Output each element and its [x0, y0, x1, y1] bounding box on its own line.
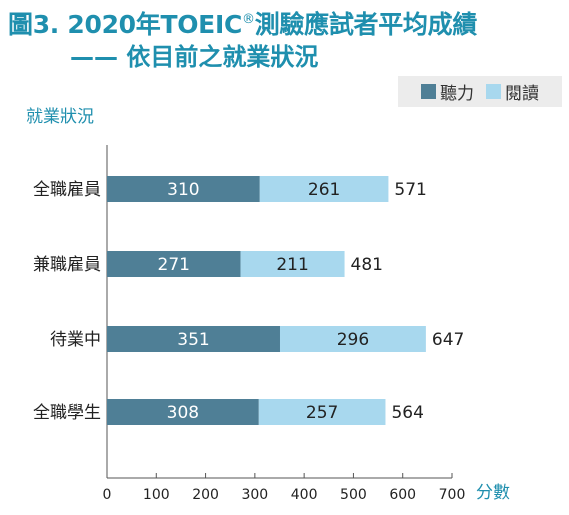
title-block: 圖3. 2020年TOEIC®測驗應試者平均成績 —— 依目前之就業狀況: [8, 4, 563, 73]
title-main: 圖3. 2020年TOEIC: [8, 10, 243, 39]
legend-swatch-reading: [486, 84, 501, 99]
chart-title: 圖3. 2020年TOEIC®測驗應試者平均成績: [8, 4, 563, 41]
bar-value-label: 211: [276, 255, 308, 275]
x-tick-label: 700: [439, 487, 466, 503]
legend-item-reading: 閱讀: [486, 79, 539, 104]
bar-segment: [107, 326, 280, 352]
bar-segment: [240, 251, 345, 277]
legend-swatch-listening: [421, 84, 436, 99]
x-tick-label: 200: [192, 487, 219, 503]
x-tick-label: 500: [340, 487, 367, 503]
bar-value-label: 296: [337, 330, 369, 350]
bar-total-label: 571: [394, 180, 426, 200]
category-label: 全職學生: [33, 403, 101, 423]
bar-segment: [107, 251, 241, 277]
title-rest: 測驗應試者平均成績: [254, 10, 478, 39]
bar-segment: [107, 399, 259, 425]
bar-value-label: 308: [167, 403, 199, 423]
bar-total-label: 564: [391, 403, 423, 423]
x-tick-label: 600: [389, 487, 416, 503]
bar-segment: [279, 326, 426, 352]
legend-label-reading: 閱讀: [505, 84, 539, 104]
chart-subtitle: —— 依目前之就業狀況: [70, 43, 319, 71]
bar-value-label: 310: [167, 180, 199, 200]
bar-segment: [258, 399, 386, 425]
legend-item-listening: 聽力: [421, 79, 474, 104]
x-tick-label: 0: [103, 487, 112, 503]
category-label: 待業中: [50, 330, 101, 350]
bar-value-label: 271: [158, 255, 190, 275]
bar-segment: [107, 176, 260, 202]
bar-total-label: 481: [351, 255, 383, 275]
bar-value-label: 261: [308, 180, 340, 200]
y-axis-title: 就業狀況: [26, 107, 94, 127]
bar-value-label: 257: [306, 403, 338, 423]
bar-value-label: 351: [177, 330, 209, 350]
x-tick-label: 400: [291, 487, 318, 503]
x-axis-title: 分數: [476, 483, 510, 503]
x-tick-label: 100: [143, 487, 170, 503]
category-label: 全職雇員: [33, 180, 101, 200]
x-tick-label: 300: [241, 487, 268, 503]
legend: 聽力 閱讀: [398, 76, 562, 107]
registered-mark: ®: [242, 12, 255, 27]
legend-label-listening: 聽力: [440, 84, 474, 104]
category-label: 兼職雇員: [33, 255, 101, 275]
bar-total-label: 647: [432, 330, 464, 350]
bar-segment: [259, 176, 389, 202]
